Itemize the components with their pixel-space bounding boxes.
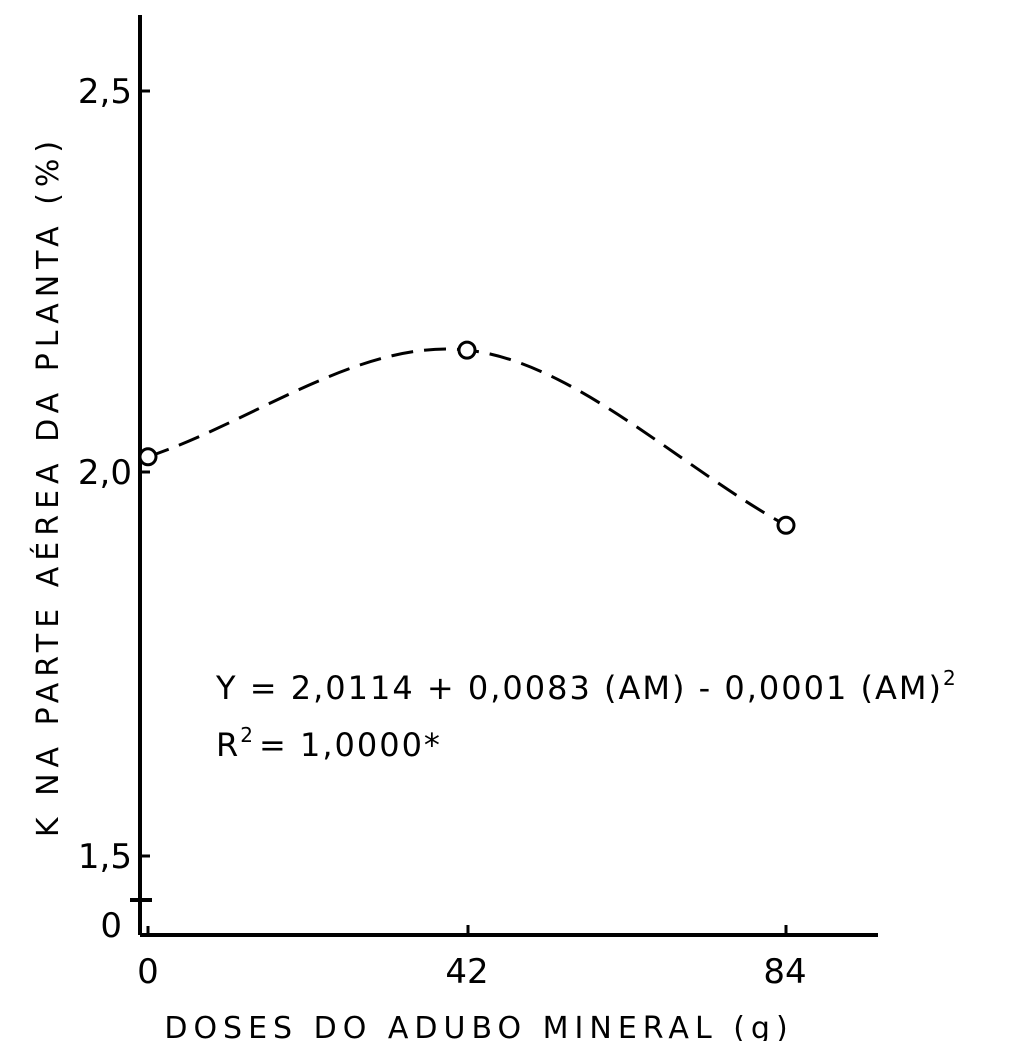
r-squared: R2 = 1,0000* [216, 723, 442, 764]
x-tick-label-42: 42 [445, 952, 488, 992]
y-tick-label-1-5: 1,5 [78, 837, 132, 877]
equation-superscript: 2 [943, 666, 958, 690]
equation-main: Y = 2,0114 + 0,0083 (AM) - 0,0001 (AM) [215, 669, 943, 707]
x-tick-label-0: 0 [137, 952, 159, 992]
y-tick-label-2-0: 2,0 [78, 453, 132, 493]
data-point [776, 515, 796, 535]
data-point [138, 447, 158, 467]
r2-prefix: R [216, 726, 240, 764]
y-tick-marks [140, 89, 150, 858]
x-tick-label-84: 84 [763, 952, 806, 992]
fitted-curve [147, 347, 787, 527]
y-tick-label-2-5: 2,5 [78, 72, 132, 112]
data-point [457, 340, 477, 360]
y-tick-label-0: 0 [100, 906, 122, 946]
x-tick-marks [146, 925, 788, 935]
r2-value: = 1,0000* [259, 726, 442, 764]
r2-superscript: 2 [240, 723, 255, 747]
y-axis-title: K NA PARTE AÉREA DA PLANTA (%) [30, 135, 66, 837]
x-axis-title: DOSES DO ADUBO MINERAL (g) [164, 1011, 793, 1041]
regression-equation: Y = 2,0114 + 0,0083 (AM) - 0,0001 (AM)2 [215, 666, 958, 707]
